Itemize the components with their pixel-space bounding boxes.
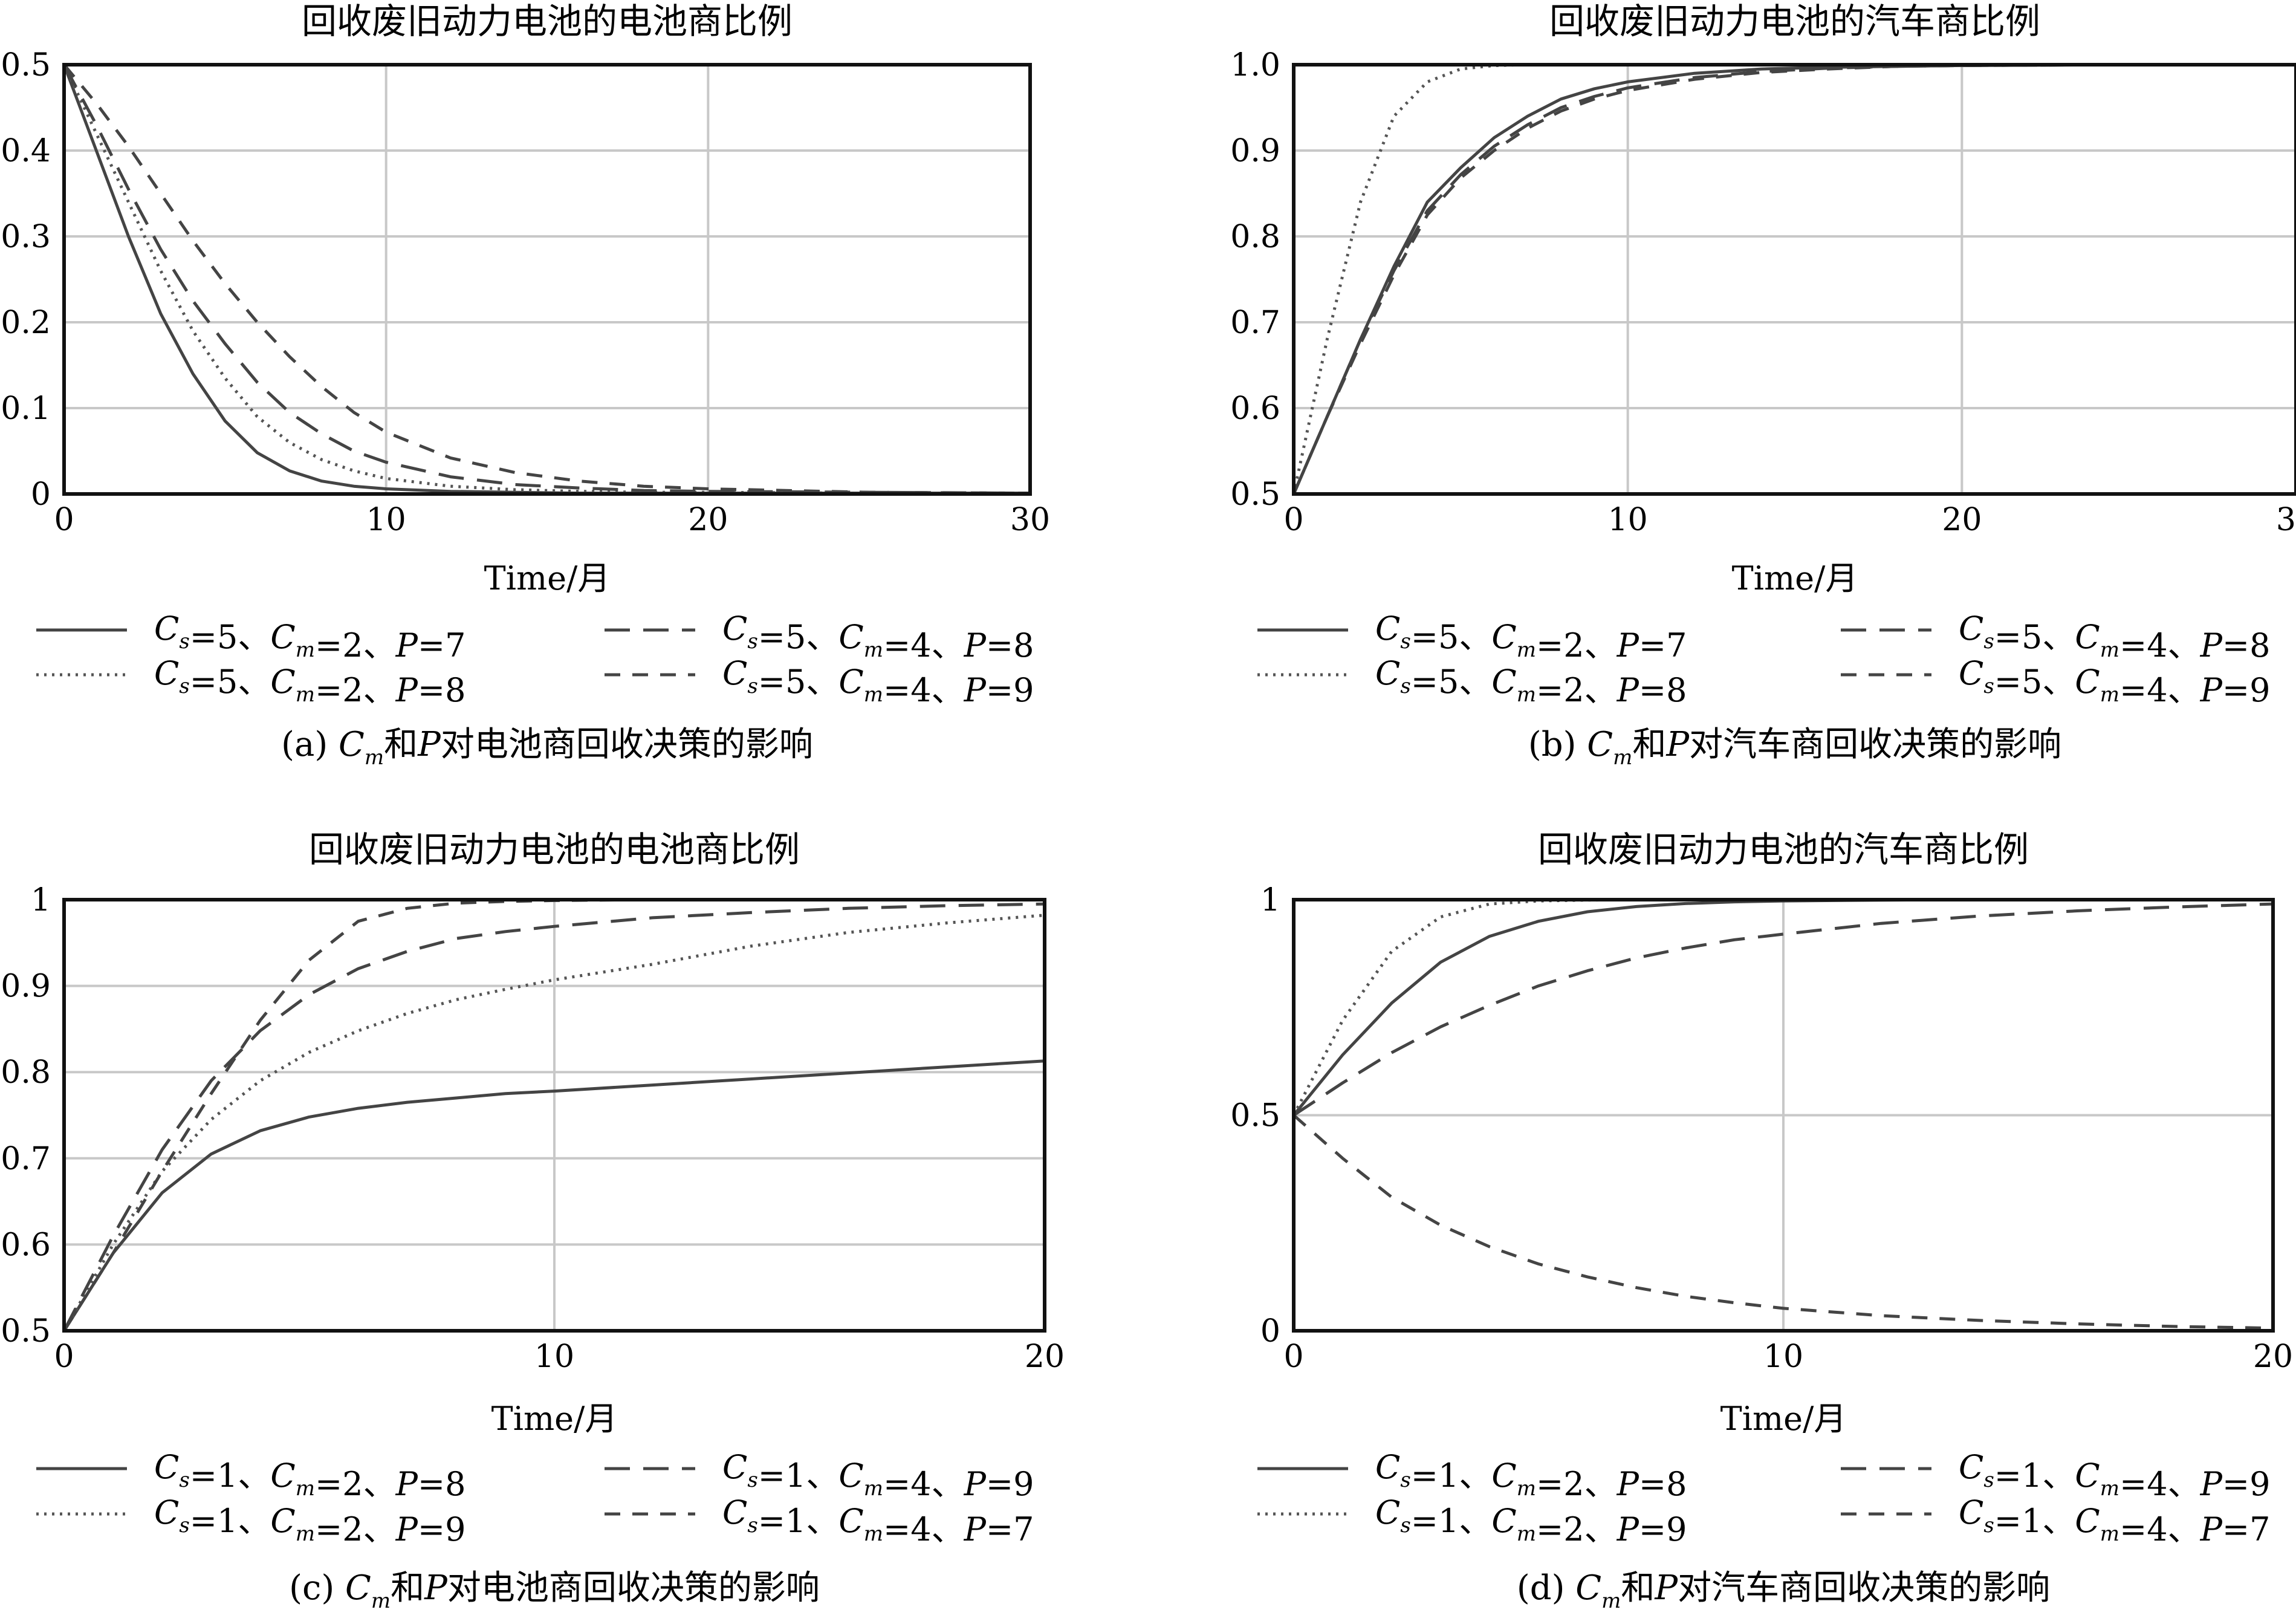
- y-tick-label: 0.8: [1, 1054, 51, 1091]
- chart-caption: (b) Cm和P对汽车商回收决策的影响: [1528, 725, 2061, 770]
- legend-entry-0: Cs=5、Cm=2、P=7: [1257, 609, 1687, 664]
- y-tick-label: 0.1: [1, 391, 51, 427]
- y-tick-label: 0.5: [1, 47, 51, 83]
- legend-entry-0: Cs=1、Cm=2、P=8: [1257, 1448, 1687, 1503]
- x-tick-label: 0: [54, 502, 74, 538]
- legend-entry-0: Cs=5、Cm=2、P=7: [36, 609, 466, 664]
- chart-title: 回收废旧动力电池的汽车商比例: [1549, 1, 2040, 42]
- chart-title: 回收废旧动力电池的电池商比例: [302, 1, 793, 42]
- chart-caption: (c) Cm和P对电池商回收决策的影响: [289, 1568, 820, 1613]
- x-tick-label: 10: [534, 1339, 574, 1375]
- chart-panel-3: 回收废旧动力电池的汽车商比例 0 10 20 0 0.5 1 Time/月 Cs=1、Cm=2、…: [1230, 829, 2293, 1613]
- legend-label: Cs=5、Cm=4、P=8: [722, 609, 1034, 664]
- chart-panel-1: 回收废旧动力电池的汽车商比例 0 10 20 30 0.5 0.6 0.7 0.8 0.9 1.0 T…: [1230, 1, 2296, 770]
- y-tick-label: 0.4: [1, 133, 51, 169]
- chart-caption: (a) Cm和P对电池商回收决策的影响: [281, 725, 813, 770]
- chart-caption: (d) Cm和P对汽车商回收决策的影响: [1517, 1568, 2050, 1613]
- figure: 回收废旧动力电池的电池商比例0 10 20 3000.10.20.30.40.5Tim…: [0, 0, 2296, 1624]
- x-tick-label: 20: [688, 502, 728, 538]
- y-tick-label: 0.6: [1, 1227, 51, 1263]
- x-tick-label: 0: [54, 1339, 74, 1375]
- legend-label: Cs=1、Cm=4、P=9: [722, 1448, 1034, 1503]
- chart-panel-0: 回收废旧动力电池的电池商比例 0 10 20 30 0 0.1 0.2 0.3 0.4 0.5 Tim…: [1, 1, 1050, 770]
- y-tick-label: 0.7: [1230, 305, 1280, 341]
- y-tick-label: 0.7: [1, 1141, 51, 1177]
- legend-entry-2: Cs=5、Cm=4、P=8: [605, 609, 1034, 664]
- y-tick-label: 0.2: [1, 305, 51, 341]
- x-tick-label: 30: [2276, 502, 2296, 538]
- x-tick-label: 10: [1763, 1339, 1803, 1375]
- x-tick-label: 20: [1942, 502, 1982, 538]
- y-tick-label: 1: [31, 882, 51, 918]
- x-tick-label: 0: [1283, 1339, 1303, 1375]
- y-tick-label: 0.5: [1, 1313, 51, 1350]
- legend-label: Cs=5、Cm=2、P=7: [154, 609, 466, 664]
- y-tick-label: 0.3: [1, 219, 51, 255]
- x-axis-label: Time/月: [484, 559, 611, 597]
- legend-label: Cs=1、Cm=2、P=8: [1375, 1448, 1687, 1503]
- x-axis-label: Time/月: [491, 1400, 618, 1438]
- y-tick-label: 0.9: [1230, 133, 1280, 169]
- y-tick-label: 0.9: [1, 969, 51, 1005]
- x-tick-label: 10: [1608, 502, 1648, 538]
- x-tick-label: 10: [366, 502, 406, 538]
- y-tick-label: 0: [31, 476, 51, 513]
- x-tick-label: 20: [1025, 1339, 1065, 1375]
- y-tick-label: 1: [1260, 882, 1280, 918]
- y-tick-label: 0.6: [1230, 391, 1280, 427]
- legend-label: Cs=5、Cm=4、P=8: [1959, 609, 2271, 664]
- x-axis-label: Time/月: [1732, 559, 1858, 597]
- y-tick-label: 0.5: [1230, 476, 1280, 513]
- y-tick-label: 0.5: [1230, 1098, 1280, 1134]
- x-tick-label: 30: [1010, 502, 1050, 538]
- legend-entry-0: Cs=1、Cm=2、P=8: [36, 1448, 466, 1503]
- x-tick-label: 0: [1283, 502, 1303, 538]
- y-tick-label: 0: [1260, 1313, 1280, 1350]
- y-tick-label: 1.0: [1230, 47, 1280, 83]
- legend-label: Cs=1、Cm=4、P=9: [1959, 1448, 2271, 1503]
- legend-entry-2: Cs=1、Cm=4、P=9: [1841, 1448, 2271, 1503]
- chart-title: 回收废旧动力电池的汽车商比例: [1538, 829, 2029, 870]
- chart-title: 回收废旧动力电池的电池商比例: [309, 829, 800, 870]
- x-axis-label: Time/月: [1720, 1400, 1847, 1438]
- y-tick-label: 0.8: [1230, 219, 1280, 255]
- plot-area: [64, 65, 1030, 494]
- plot-area: [1294, 65, 2296, 494]
- legend-label: Cs=1、Cm=2、P=8: [154, 1448, 466, 1503]
- legend-entry-2: Cs=1、Cm=4、P=9: [605, 1448, 1034, 1503]
- x-tick-label: 20: [2253, 1339, 2293, 1375]
- legend-label: Cs=5、Cm=2、P=7: [1375, 609, 1687, 664]
- legend-entry-2: Cs=5、Cm=4、P=8: [1841, 609, 2271, 664]
- chart-panel-2: 回收废旧动力电池的电池商比例 0 10 20 0.5 0.6 0.7 0.8 0.9 1 Time/…: [1, 829, 1065, 1613]
